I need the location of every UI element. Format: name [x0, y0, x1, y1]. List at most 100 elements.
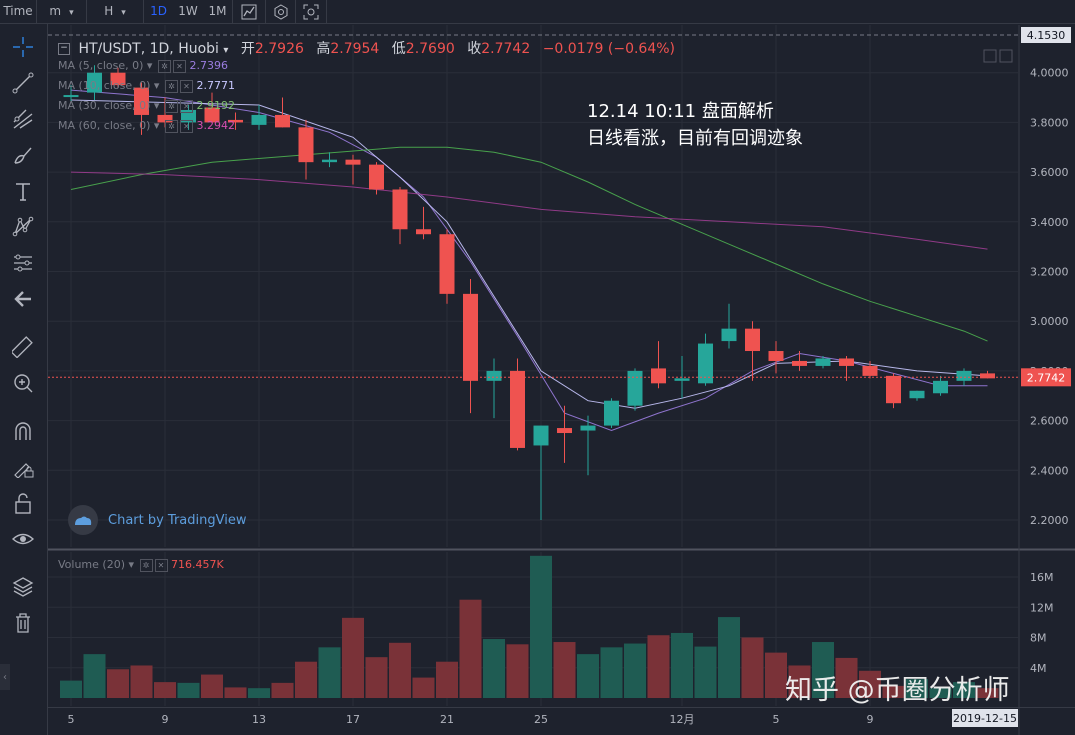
candle-body — [322, 159, 337, 163]
volume-bar — [483, 639, 505, 698]
close-value: 2.7742 — [481, 41, 531, 57]
ma10-legend[interactable]: MA (10, close, 0) ▾ ✲ ✕ 2.7771 — [58, 79, 235, 93]
zoom-tool[interactable] — [10, 370, 36, 396]
time-menu[interactable]: Time — [0, 0, 37, 23]
candle-body — [580, 425, 596, 431]
minutes-dropdown[interactable]: m ▾ — [37, 0, 87, 23]
close-icon[interactable]: ✕ — [179, 79, 193, 93]
chevron-down-icon: ▾ — [146, 59, 153, 72]
volume-bar — [929, 688, 952, 698]
trendline-tool[interactable] — [10, 70, 36, 96]
ma60-label: MA (60, close, 0) — [58, 119, 151, 132]
magnet-tool[interactable] — [10, 418, 36, 444]
unlock-tool[interactable] — [10, 490, 36, 516]
open-value: 2.7926 — [254, 41, 304, 57]
brush-tool[interactable] — [10, 142, 36, 168]
ma5-value: 2.7396 — [189, 59, 228, 72]
candle-body — [862, 365, 878, 376]
volume-label: Volume (20) — [58, 558, 125, 571]
pattern-icon — [12, 216, 34, 237]
close-icon[interactable]: ✕ — [179, 99, 193, 113]
pitchfork-tool[interactable] — [10, 106, 36, 132]
tradingview-branding[interactable]: Chart by TradingView — [68, 505, 246, 535]
trash-icon — [16, 613, 30, 633]
ma60-legend[interactable]: MA (60, close, 0) ▾ ✲ ✕ 3.2942 — [58, 119, 235, 133]
volume-bar — [389, 642, 411, 698]
back-button[interactable] — [10, 286, 36, 312]
interval-1w-button[interactable]: 1W — [173, 0, 203, 23]
chevron-down-icon: ▾ — [153, 119, 160, 132]
volume-bar — [718, 617, 740, 698]
gear-icon[interactable]: ✲ — [164, 79, 178, 93]
volume-bar — [765, 652, 787, 698]
candle-body — [416, 229, 431, 235]
time-tick-label: 21 — [440, 713, 454, 726]
time-tick-label: 9 — [162, 713, 169, 726]
interval-1d-label: 1D — [150, 4, 167, 18]
candle-body — [157, 114, 173, 123]
gear-icon[interactable]: ✲ — [139, 558, 153, 572]
volume-bar — [671, 632, 693, 698]
interval-1d-button[interactable]: 1D — [144, 0, 173, 23]
candle-body — [721, 328, 737, 342]
hours-dropdown[interactable]: H ▾ — [87, 0, 144, 23]
trash-tool[interactable] — [10, 610, 36, 636]
volume-bar — [201, 674, 223, 698]
candle-body — [886, 375, 901, 404]
candle-body — [486, 370, 502, 381]
volume-value: 716.457K — [171, 558, 224, 571]
volume-bar — [741, 637, 764, 698]
candle-body — [533, 425, 549, 446]
crosshair-tool[interactable] — [10, 34, 36, 60]
volume-bar — [342, 617, 364, 698]
candle-body — [792, 360, 807, 366]
screenshot-button[interactable] — [296, 0, 327, 23]
chart-style-button[interactable] — [233, 0, 266, 23]
trendline-icon — [12, 72, 34, 94]
pattern-tool[interactable] — [10, 214, 36, 240]
chevron-down-icon: ▾ — [69, 8, 74, 18]
visibility-tool[interactable] — [10, 526, 36, 552]
ruler-tool[interactable] — [10, 334, 36, 360]
ma5-legend[interactable]: MA (5, close, 0) ▾ ✲ ✕ 2.7396 — [58, 59, 228, 73]
last-price-badge — [1021, 368, 1071, 387]
close-icon[interactable]: ✕ — [172, 59, 186, 73]
interval-1m-button[interactable]: 1M — [203, 0, 233, 23]
last-price-label: 2.7742 — [1021, 368, 1071, 387]
symbol-title[interactable]: HT/USDT, 1D, Huobi — [78, 41, 219, 57]
change-value: −0.0179 (−0.64%) — [542, 41, 675, 57]
volume-bar — [459, 599, 482, 698]
collapse-legend-icon[interactable]: − — [58, 43, 70, 55]
volume-bar — [506, 644, 529, 698]
close-icon[interactable]: ✕ — [154, 558, 168, 572]
collapse-toolbar-button[interactable]: ‹ — [0, 664, 10, 690]
lock-drawing-tool[interactable] — [10, 454, 36, 480]
prediction-tool[interactable] — [10, 250, 36, 276]
candle-body — [815, 358, 831, 366]
high-label: 高 — [316, 41, 331, 57]
log-scale-button — [999, 49, 1013, 63]
time-tick-label: 5 — [773, 713, 780, 726]
gear-icon[interactable]: ✲ — [164, 119, 178, 133]
candle-body — [627, 370, 643, 406]
chevron-down-icon[interactable]: ▾ — [223, 45, 229, 56]
volume-legend[interactable]: Volume (20) ▾ ✲ ✕ 716.457K — [58, 558, 224, 572]
close-icon[interactable]: ✕ — [179, 119, 193, 133]
price-tick-label: 3.0000 — [1030, 315, 1069, 328]
price-tick-label: 3.4000 — [1030, 216, 1069, 229]
settings-button[interactable] — [266, 0, 296, 23]
candle-body — [745, 328, 760, 352]
gear-icon[interactable]: ✲ — [157, 59, 171, 73]
volume-bar — [906, 679, 928, 698]
gear-icon[interactable]: ✲ — [164, 99, 178, 113]
lock-drawing-icon — [14, 463, 34, 478]
text-tool[interactable] — [10, 178, 36, 204]
high-value: 2.7954 — [330, 41, 380, 57]
ma30-legend[interactable]: MA (30, close, 0) ▾ ✲ ✕ 2.9192 — [58, 99, 235, 113]
annotation-line-2: 日线看涨，目前有回调迹象 — [587, 128, 803, 149]
screenshot-icon — [303, 4, 319, 20]
layers-tool[interactable] — [10, 574, 36, 600]
candle-body — [956, 370, 972, 381]
volume-bar — [553, 642, 576, 698]
